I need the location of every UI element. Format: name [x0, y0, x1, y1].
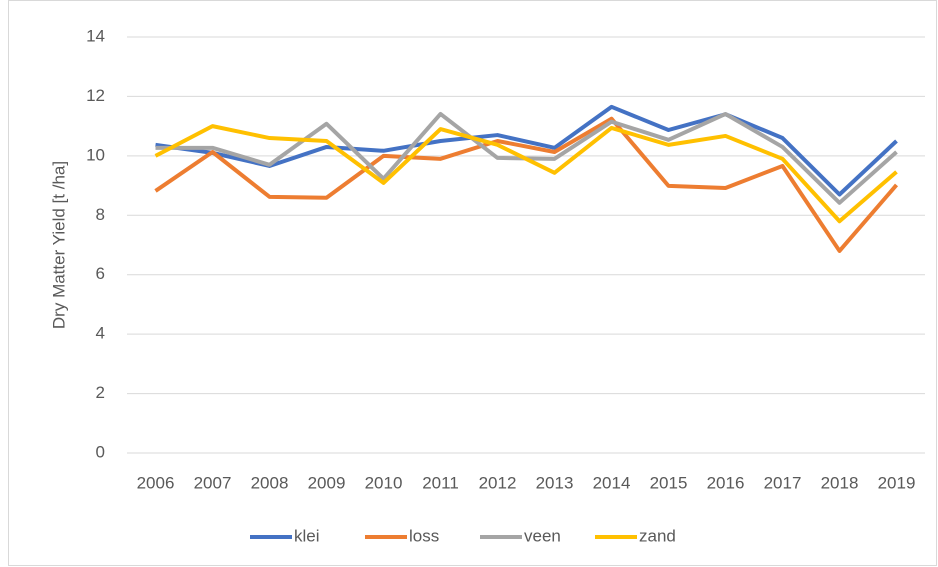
x-tick-label: 2007: [194, 473, 232, 492]
x-tick-label: 2008: [251, 473, 289, 492]
x-tick-label: 2012: [479, 473, 517, 492]
legend-label: veen: [524, 526, 561, 545]
x-tick-label: 2016: [707, 473, 745, 492]
y-tick-label: 14: [86, 26, 105, 45]
x-tick-label: 2013: [536, 473, 574, 492]
y-tick-label: 6: [96, 264, 105, 283]
y-axis-label: Dry Matter Yield [t /ha]: [49, 161, 68, 329]
x-tick-label: 2009: [308, 473, 346, 492]
x-tick-label: 2010: [365, 473, 403, 492]
legend-label: klei: [294, 526, 320, 545]
y-tick-label: 8: [96, 205, 105, 224]
y-tick-label: 2: [96, 383, 105, 402]
x-tick-label: 2019: [878, 473, 916, 492]
y-tick-label: 0: [96, 442, 105, 461]
x-tick-label: 2017: [764, 473, 802, 492]
y-tick-label: 4: [96, 324, 105, 343]
y-tick-label: 12: [86, 86, 105, 105]
chart-frame: [8, 0, 937, 566]
y-tick-label: 10: [86, 145, 105, 164]
series-line: [154, 116, 899, 253]
series-line: [155, 104, 898, 197]
x-tick-label: 2011: [422, 473, 459, 492]
x-tick-label: 2014: [593, 473, 631, 492]
x-tick-label: 2018: [821, 473, 859, 492]
series-line: [154, 124, 898, 224]
legend-label: loss: [409, 526, 439, 545]
x-tick-label: 2015: [650, 473, 688, 492]
x-tick-label: 2006: [137, 473, 175, 492]
legend-label: zand: [639, 526, 676, 545]
